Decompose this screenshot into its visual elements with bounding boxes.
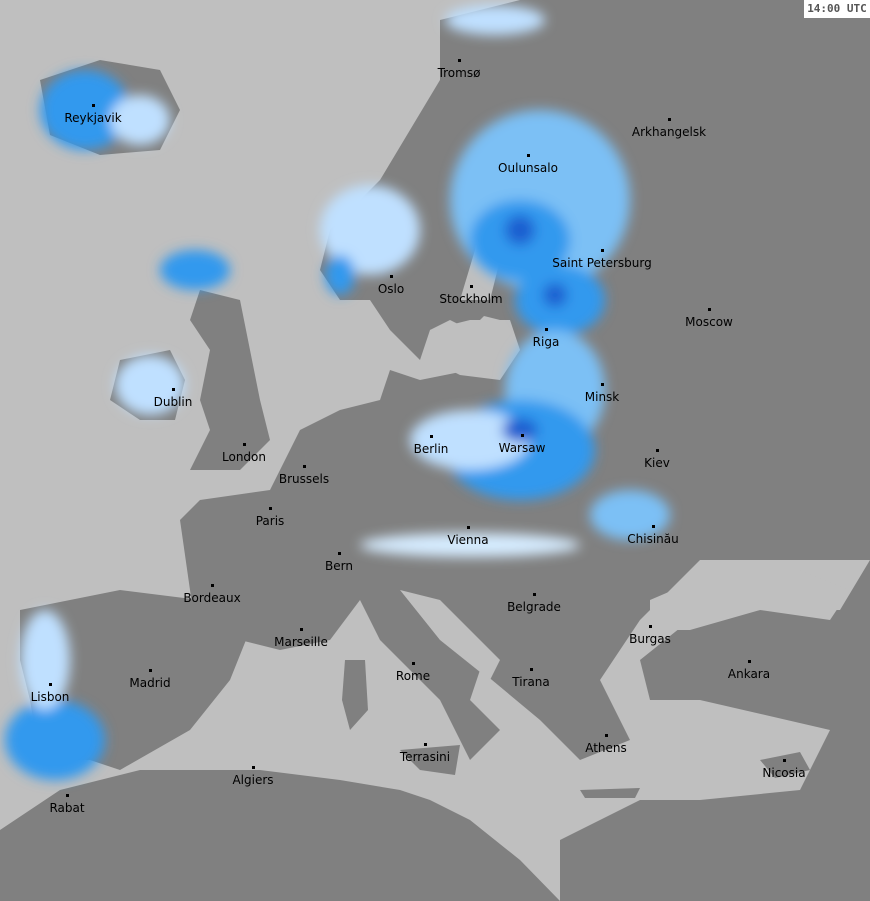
city-label: Oulunsalo [498,161,558,175]
city-label: Oslo [377,282,405,296]
city-marker [243,443,246,446]
city-marker [172,388,175,391]
city-marker [390,275,393,278]
city-marker [303,465,306,468]
city-marker [458,59,461,62]
city-marker [668,118,671,121]
city-label: Nicosia [762,766,806,780]
city-marker [601,383,604,386]
city-marker [708,308,711,311]
city-marker [521,434,524,437]
radar-echoes [5,5,670,780]
city-label: Bordeaux [183,591,241,605]
city-marker [66,794,69,797]
land-africa [0,770,560,901]
city-label: Athens [585,741,627,755]
city-label: Lisbon [30,690,70,704]
city-label: Tromsø [437,66,481,80]
city-marker [149,669,152,672]
city-label: Arkhangelsk [631,125,707,139]
city-marker [652,525,655,528]
city-label: Madrid [129,676,171,690]
city-marker [300,628,303,631]
inland-seas [400,170,850,680]
city-label: Brussels [278,472,330,486]
city-label: Chisinău [627,532,679,546]
city-marker [748,660,751,663]
city-label: Terrasini [399,750,451,764]
city-label: Rome [395,669,431,683]
city-label: Berlin [413,442,449,456]
city-marker [783,759,786,762]
city-marker [211,584,214,587]
city-marker [424,743,427,746]
city-label: Reykjavik [64,111,122,125]
city-label: Warsaw [498,441,546,455]
city-marker [530,668,533,671]
city-marker [92,104,95,107]
city-label: London [222,450,266,464]
black-sea [650,570,850,630]
city-label: Belgrade [507,600,561,614]
baltic [430,320,520,380]
timestamp-label: 14:00 UTC [804,0,870,18]
land-sardinia [342,660,368,730]
adriatic [400,590,500,680]
city-label: Dublin [153,395,193,409]
city-marker [601,249,604,252]
land-sicily [400,745,460,775]
city-marker [338,552,341,555]
city-label: Saint Petersburg [552,256,652,270]
city-label: Stockholm [439,292,503,306]
city-marker [467,526,470,529]
city-marker [269,507,272,510]
land-britain [190,290,270,470]
city-marker [49,683,52,686]
city-label: Vienna [447,533,489,547]
city-label: Moscow [685,315,733,329]
city-marker [545,328,548,331]
city-marker [252,766,255,769]
city-label: Ankara [727,667,771,681]
city-marker [605,734,608,737]
city-marker [527,154,530,157]
city-marker [470,285,473,288]
city-label: Kiev [644,456,670,470]
city-label: Algiers [232,773,274,787]
city-label: Marseille [274,635,328,649]
city-label: Tirana [512,675,550,689]
land-crete [580,788,640,798]
city-label: Bern [325,559,353,573]
city-marker [656,449,659,452]
land-cyprus [760,752,810,778]
city-marker [412,662,415,665]
city-label: Riga [532,335,560,349]
city-label: Minsk [584,390,620,404]
city-label: Rabat [49,801,85,815]
city-label: Burgas [629,632,671,646]
city-marker [649,625,652,628]
city-marker [533,593,536,596]
city-label: Paris [255,514,285,528]
city-marker [430,435,433,438]
